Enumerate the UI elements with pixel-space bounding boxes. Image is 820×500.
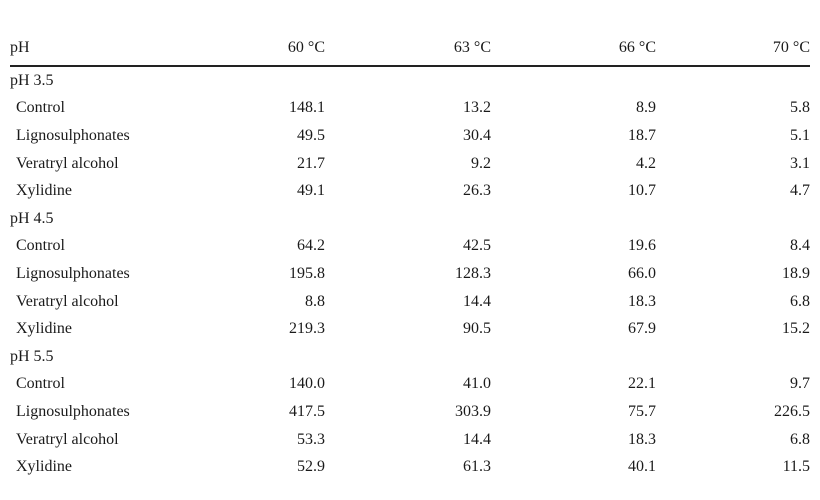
table-cell: 5.8 (790, 99, 810, 117)
header-ph: pH (10, 31, 230, 67)
table-cell: 6.8 (790, 430, 810, 448)
table-cell: 219.3 (289, 320, 325, 338)
row-label: Control (16, 237, 65, 255)
table-row: Control 148.1 13.2 8.9 5.8 (10, 95, 810, 123)
group-title: pH 4.5 (10, 209, 54, 227)
table-cell: 6.8 (790, 292, 810, 310)
row-label: Lignosulphonates (16, 264, 130, 282)
row-label: Control (16, 375, 65, 393)
table-body: pH 3.5 Control 148.1 13.2 8.9 5.8 Lignosulphon… (10, 66, 810, 481)
table-cell: 8.4 (790, 237, 810, 255)
row-label: Control (16, 99, 65, 117)
table-row: Xylidine 219.3 90.5 67.9 15.2 (10, 315, 810, 343)
row-label: Xylidine (16, 458, 72, 476)
table-cell: 90.5 (463, 320, 491, 338)
row-label: Xylidine (16, 182, 72, 200)
header-60c: 60 °C (230, 31, 325, 67)
table-row: Xylidine 49.1 26.3 10.7 4.7 (10, 177, 810, 205)
row-label: Lignosulphonates (16, 126, 130, 144)
row-label: Veratryl alcohol (16, 430, 119, 448)
row-label: Veratryl alcohol (16, 292, 119, 310)
table-cell: 4.7 (790, 182, 810, 200)
table-cell: 14.4 (463, 292, 491, 310)
table-cell: 303.9 (455, 402, 491, 420)
table-cell: 195.8 (289, 264, 325, 282)
table-cell: 26.3 (463, 182, 491, 200)
data-table: pH 60 °C 63 °C 66 °C 70 °C pH 3.5 Control… (10, 31, 810, 481)
group-row: pH 4.5 (10, 205, 810, 233)
table-cell: 49.1 (297, 182, 325, 200)
table-cell: 66.0 (628, 264, 656, 282)
table-cell: 49.5 (297, 126, 325, 144)
table-row: Xylidine 52.9 61.3 40.1 11.5 (10, 453, 810, 481)
row-label: Xylidine (16, 320, 72, 338)
table-cell: 9.7 (790, 375, 810, 393)
table-cell: 18.7 (628, 126, 656, 144)
table-cell: 40.1 (628, 458, 656, 476)
table-row: Veratryl alcohol 8.8 14.4 18.3 6.8 (10, 288, 810, 316)
table-cell: 11.5 (782, 458, 810, 476)
table-cell: 417.5 (289, 402, 325, 420)
table-row: Lignosulphonates 49.5 30.4 18.7 5.1 (10, 122, 810, 150)
table-cell: 42.5 (463, 237, 491, 255)
table-cell: 5.1 (790, 126, 810, 144)
table-cell: 18.3 (628, 292, 656, 310)
table-row: Control 64.2 42.5 19.6 8.4 (10, 233, 810, 261)
table-cell: 52.9 (297, 458, 325, 476)
table-cell: 140.0 (289, 375, 325, 393)
group-row: pH 5.5 (10, 343, 810, 371)
table-cell: 14.4 (463, 430, 491, 448)
header-66c: 66 °C (491, 31, 656, 67)
table-cell: 8.8 (305, 292, 325, 310)
table-cell: 61.3 (463, 458, 491, 476)
table-cell: 3.1 (790, 154, 810, 172)
table-row: Lignosulphonates 195.8 128.3 66.0 18.9 (10, 260, 810, 288)
table-row: Veratryl alcohol 53.3 14.4 18.3 6.8 (10, 426, 810, 454)
group-row: pH 3.5 (10, 66, 810, 95)
table-cell: 22.1 (628, 375, 656, 393)
table-cell: 18.3 (628, 430, 656, 448)
header-63c: 63 °C (325, 31, 491, 67)
table-cell: 53.3 (297, 430, 325, 448)
table-cell: 30.4 (463, 126, 491, 144)
table-cell: 21.7 (297, 154, 325, 172)
table-row: Lignosulphonates 417.5 303.9 75.7 226.5 (10, 398, 810, 426)
table-cell: 128.3 (455, 264, 491, 282)
table-header-row: pH 60 °C 63 °C 66 °C 70 °C (10, 31, 810, 67)
table-cell: 148.1 (289, 99, 325, 117)
table-cell: 67.9 (628, 320, 656, 338)
table-cell: 18.9 (782, 264, 810, 282)
table-cell: 10.7 (628, 182, 656, 200)
table-row: Veratryl alcohol 21.7 9.2 4.2 3.1 (10, 150, 810, 178)
row-label: Veratryl alcohol (16, 154, 119, 172)
table-cell: 75.7 (628, 402, 656, 420)
header-70c: 70 °C (656, 31, 810, 67)
table-cell: 13.2 (463, 99, 491, 117)
table-row: Control 140.0 41.0 22.1 9.7 (10, 371, 810, 399)
table-cell: 19.6 (628, 237, 656, 255)
table-cell: 226.5 (774, 402, 810, 420)
table-cell: 15.2 (782, 320, 810, 338)
table-cell: 8.9 (636, 99, 656, 117)
table-cell: 4.2 (636, 154, 656, 172)
row-label: Lignosulphonates (16, 402, 130, 420)
table-cell: 41.0 (463, 375, 491, 393)
table-cell: 64.2 (297, 237, 325, 255)
table-cell: 9.2 (471, 154, 491, 172)
group-title: pH 5.5 (10, 347, 54, 365)
group-title: pH 3.5 (10, 71, 54, 89)
